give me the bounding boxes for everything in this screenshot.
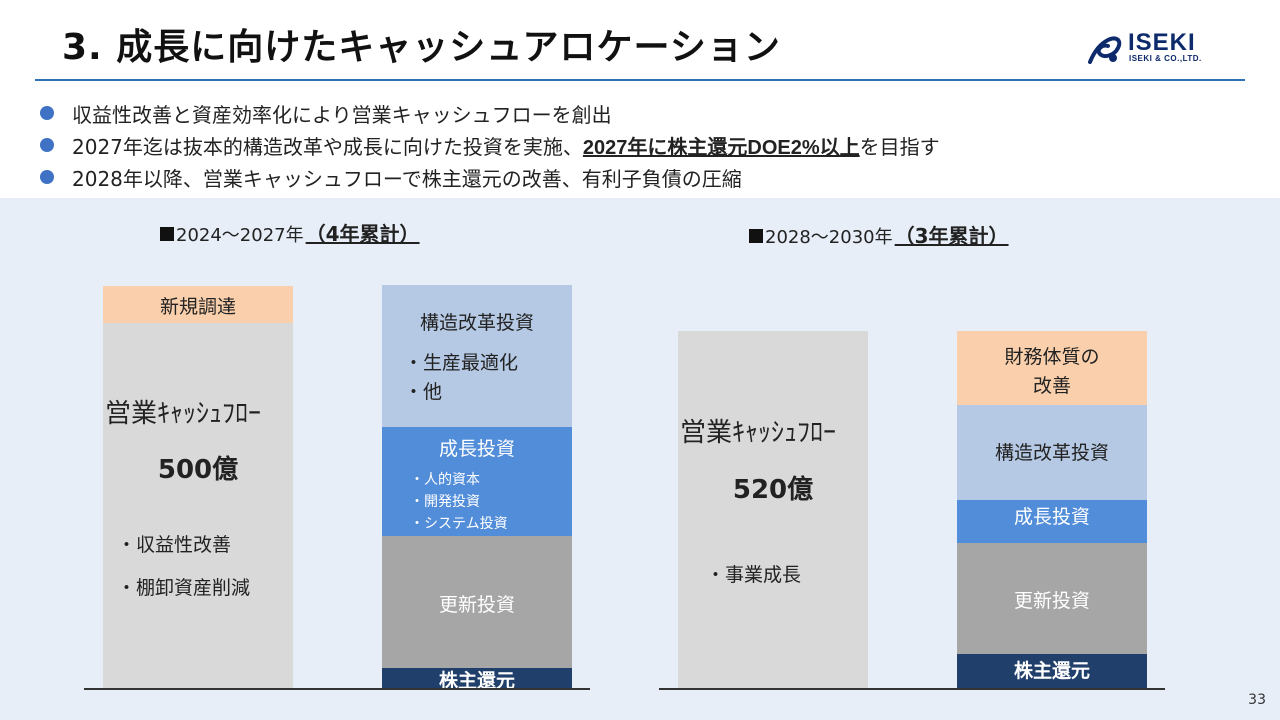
left-growth-item: ・人的資本 [410, 472, 480, 488]
left-baseline [84, 688, 590, 690]
left-ocf-item-profitability: ・収益性改善 [117, 534, 232, 556]
left-period-heading: 2024～2027年 （4年累計） [160, 218, 438, 247]
title-divider [35, 79, 1245, 81]
left-growth-item: ・開発投資 [410, 494, 480, 510]
left-return-block: 株主還元 [382, 668, 572, 689]
right-return-label: 株主還元 [1013, 660, 1090, 682]
bullet-text: 2028年以降、営業キャッシュフローで株主還元の改善、有利子負債の圧縮 [72, 166, 742, 191]
iseki-logo: ISEKI ISEKI & CO.,LTD. [1086, 30, 1226, 70]
left-growth-label: 成長投資 [438, 438, 515, 460]
right-structural-block: 構造改革投資 [957, 405, 1147, 500]
bullet-text-emphasis: 2027年に株主還元DOE2%以上 [582, 136, 860, 159]
right-financial-block: 財務体質の 改善 [957, 331, 1147, 405]
right-financial-label-line2: 改善 [1032, 375, 1071, 397]
square-bullet-icon [749, 229, 763, 243]
left-structural-block: 構造改革投資 ・生産最適化 ・他 [382, 285, 572, 427]
new-funding-block: 新規調達 [103, 286, 293, 323]
bullet-text-pre: 2027年迄は抜本的構造改革や成長に向けた投資を実施、 [72, 134, 583, 159]
left-ocf-block: 営業ｷｬｯｼｭﾌﾛｰ 500億 ・収益性改善 ・棚卸資産削減 [103, 323, 293, 689]
left-structural-label: 構造改革投資 [419, 312, 534, 334]
left-ocf-amount: 500億 [157, 455, 239, 485]
bullet-item: 収益性改善と資産効率化により営業キャッシュフローを創出 [40, 97, 1220, 129]
right-ocf-block: 営業ｷｬｯｼｭﾌﾛｰ 520億 ・事業成長 [678, 331, 868, 689]
right-return-block: 株主還元 [957, 654, 1147, 689]
left-structural-item: ・他 [404, 381, 443, 403]
right-period-heading: 2028～2030年 （3年累計） [749, 220, 1027, 249]
right-renewal-label: 更新投資 [1013, 590, 1090, 612]
logo-wordmark: ISEKI [1128, 29, 1196, 56]
right-ocf-item-growth: ・事業成長 [706, 564, 802, 586]
left-renewal-label: 更新投資 [438, 594, 515, 616]
page-title: 3. 成長に向けたキャッシュアロケーション [62, 27, 781, 68]
right-financial-label-line1: 財務体質の [1004, 346, 1100, 368]
bullet-item: 2027年迄は抜本的構造改革や成長に向けた投資を実施、 2027年に株主還元DOE… [40, 129, 1220, 161]
right-ocf-label: 営業ｷｬｯｼｭﾌﾛｰ [680, 418, 837, 448]
bullet-item: 2028年以降、営業キャッシュフローで株主還元の改善、有利子負債の圧縮 [40, 161, 1220, 193]
left-growth-item: ・システム投資 [410, 516, 508, 532]
left-cumulative-label: （4年累計） [305, 222, 420, 246]
left-return-label: 株主還元 [438, 670, 515, 689]
left-structural-item: ・生産最適化 [404, 352, 519, 374]
square-bullet-icon [160, 227, 174, 241]
right-ocf-amount: 520億 [732, 475, 814, 505]
right-renewal-block: 更新投資 [957, 543, 1147, 654]
left-ocf-label: 営業ｷｬｯｼｭﾌﾛｰ [105, 399, 262, 429]
new-funding-label: 新規調達 [159, 296, 236, 318]
left-period-label: 2024～2027年 [176, 225, 304, 246]
left-growth-block: 成長投資 ・人的資本 ・開発投資 ・システム投資 [382, 427, 572, 536]
right-cumulative-label: （3年累計） [894, 224, 1009, 248]
left-ocf-item-inventory: ・棚卸資産削減 [117, 577, 251, 599]
right-growth-block: 成長投資 [957, 500, 1147, 543]
bullet-text: 収益性改善と資産効率化により営業キャッシュフローを創出 [72, 102, 612, 127]
iseki-mark-icon [1088, 36, 1122, 64]
bullet-text-post: を目指す [859, 134, 940, 159]
right-structural-label: 構造改革投資 [994, 442, 1109, 464]
bullet-dot-icon [40, 138, 54, 152]
right-period-label: 2028～2030年 [765, 227, 893, 248]
right-growth-label: 成長投資 [1013, 506, 1090, 528]
bullet-dot-icon [40, 106, 54, 120]
logo-subtext: ISEKI & CO.,LTD. [1129, 54, 1202, 63]
bullet-dot-icon [40, 170, 54, 184]
page-number: 33 [1248, 692, 1266, 708]
left-renewal-block: 更新投資 [382, 536, 572, 668]
right-baseline [659, 688, 1165, 690]
summary-bullets: 収益性改善と資産効率化により営業キャッシュフローを創出 2027年迄は抜本的構造… [40, 97, 1220, 193]
